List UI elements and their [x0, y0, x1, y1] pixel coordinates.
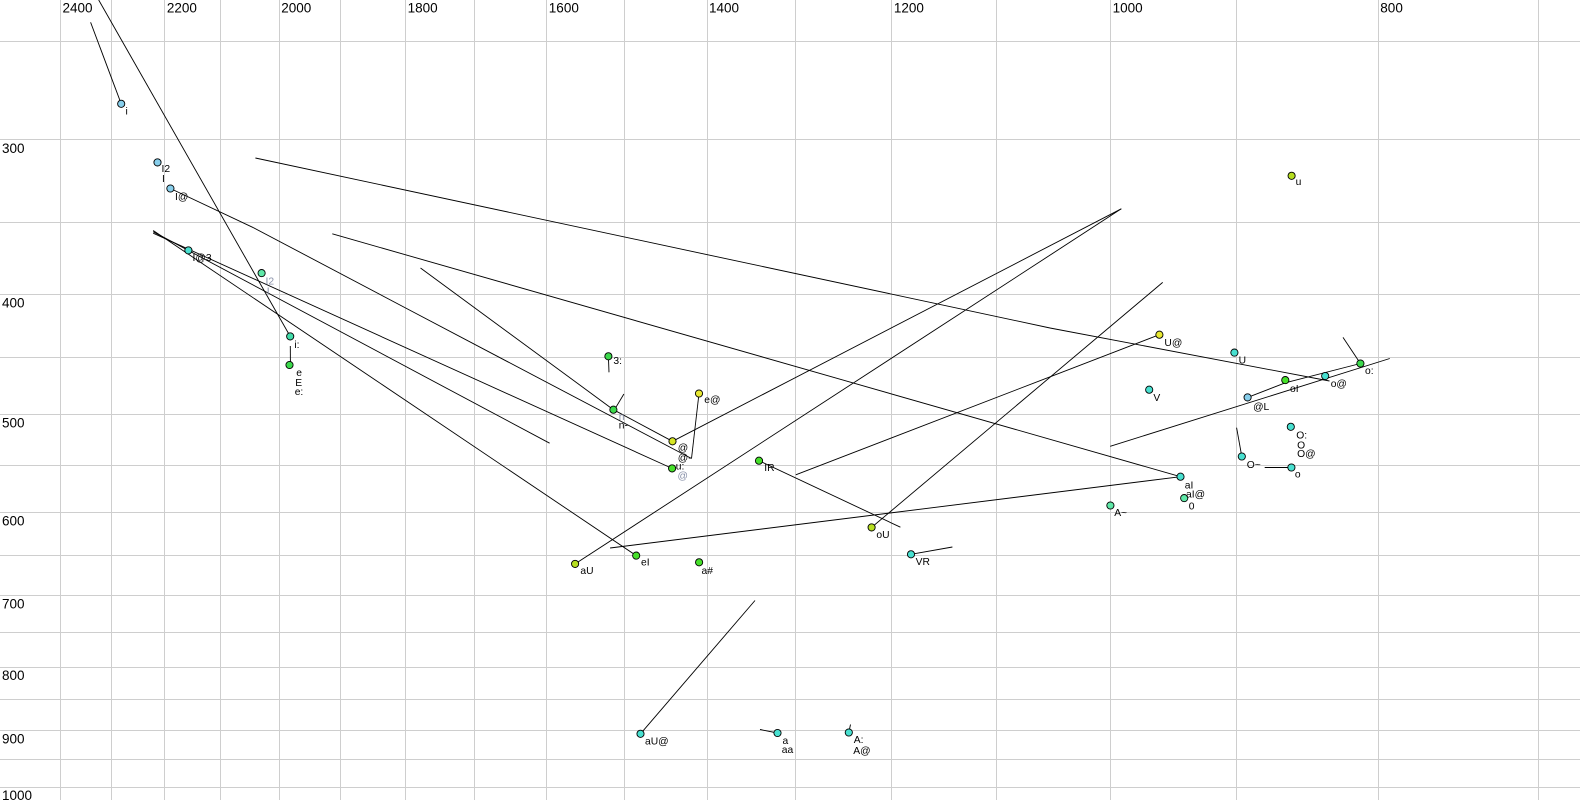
- svg-text:i:: i:: [294, 340, 299, 351]
- svg-text:oU: oU: [876, 530, 889, 541]
- svg-text:U@: U@: [1164, 338, 1182, 349]
- svg-text:@: @: [678, 443, 688, 454]
- svg-text:o:: o:: [1365, 366, 1374, 377]
- svg-text:I@3: I@3: [193, 253, 212, 264]
- svg-text:a#: a#: [702, 566, 714, 577]
- svg-text:u:: u:: [676, 461, 685, 472]
- svg-text:@-: @-: [678, 453, 692, 464]
- svg-text:aU@: aU@: [645, 736, 669, 747]
- svg-text:@: @: [678, 471, 688, 482]
- svg-text:aI@: aI@: [1186, 489, 1205, 500]
- svg-text:o@: o@: [1331, 379, 1347, 390]
- svg-text:E: E: [295, 378, 302, 389]
- svg-text:n: n: [619, 412, 625, 423]
- svg-text:1200: 1200: [894, 1, 924, 16]
- svg-text:aU: aU: [580, 566, 593, 577]
- svg-text:a: a: [783, 736, 789, 747]
- svg-text:O@: O@: [1297, 449, 1315, 460]
- svg-text:o: o: [1295, 470, 1301, 481]
- svg-text:aa: aa: [782, 745, 794, 756]
- svg-text:oI: oI: [1290, 384, 1299, 395]
- svg-text:1800: 1800: [408, 1, 438, 16]
- svg-text:i: i: [126, 106, 128, 117]
- svg-text:500: 500: [2, 416, 25, 431]
- svg-text:800: 800: [2, 668, 25, 683]
- svg-text:900: 900: [2, 732, 25, 747]
- svg-text:O: O: [1297, 440, 1305, 451]
- svg-text:A~: A~: [1114, 508, 1127, 519]
- svg-text:O~: O~: [1247, 460, 1261, 471]
- svg-text:3:: 3:: [613, 356, 622, 367]
- svg-text:aI: aI: [1185, 481, 1194, 492]
- svg-text:2000: 2000: [281, 1, 311, 16]
- svg-text:@L: @L: [1253, 402, 1269, 413]
- svg-text:A@: A@: [853, 746, 870, 757]
- svg-text:e@: e@: [704, 395, 720, 406]
- svg-text:eI: eI: [641, 558, 650, 569]
- svg-text:I@: I@: [175, 192, 188, 203]
- svg-text:I2: I2: [162, 164, 171, 175]
- svg-text:1400: 1400: [709, 1, 739, 16]
- svg-text:I2: I2: [266, 277, 275, 288]
- svg-text:600: 600: [2, 514, 25, 529]
- svg-text:V: V: [1153, 393, 1160, 404]
- svg-text:A:: A:: [854, 735, 864, 746]
- svg-text:U: U: [1239, 356, 1246, 367]
- svg-text:700: 700: [2, 596, 25, 611]
- svg-text:2400: 2400: [63, 1, 93, 16]
- svg-text:I: I: [267, 287, 270, 298]
- svg-text:IR: IR: [764, 463, 774, 474]
- svg-text:u: u: [1296, 177, 1302, 188]
- svg-text:0: 0: [1189, 501, 1195, 512]
- svg-text:800: 800: [1380, 1, 1403, 16]
- svg-text:n-: n-: [619, 420, 628, 431]
- svg-text:O:: O:: [1296, 431, 1307, 442]
- svg-text:400: 400: [2, 296, 25, 311]
- svg-text:1000: 1000: [1113, 1, 1143, 16]
- svg-text:2200: 2200: [167, 1, 197, 16]
- svg-text:1600: 1600: [549, 1, 579, 16]
- svg-text:e:: e:: [295, 387, 304, 398]
- svg-text:1000: 1000: [2, 788, 32, 800]
- svg-text:I: I: [162, 174, 165, 185]
- svg-text:300: 300: [2, 141, 25, 156]
- svg-text:e: e: [296, 368, 302, 379]
- svg-text:VR: VR: [916, 557, 930, 568]
